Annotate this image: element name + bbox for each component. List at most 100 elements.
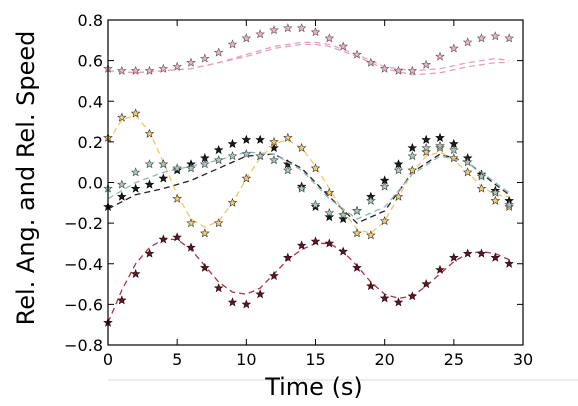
data-point	[255, 289, 265, 299]
y-tick-label: −0.4	[64, 255, 103, 274]
data-point	[310, 163, 321, 173]
data-point	[283, 132, 293, 142]
data-point	[421, 279, 431, 289]
data-point	[269, 270, 279, 281]
data-point	[269, 25, 279, 35]
data-point	[241, 173, 252, 183]
x-axis-label: Time (s)	[264, 373, 363, 401]
data-point	[476, 183, 487, 193]
y-tick-label: 0.2	[78, 133, 103, 152]
data-point	[324, 207, 335, 218]
data-point	[379, 181, 390, 191]
series-line	[107, 238, 510, 323]
data-point	[393, 191, 404, 201]
data-point	[255, 151, 265, 161]
data-point	[130, 183, 141, 193]
data-point	[117, 65, 127, 75]
data-point	[296, 183, 307, 193]
data-point	[352, 205, 362, 216]
data-point	[338, 246, 348, 256]
x-tick-label: 25	[444, 350, 464, 369]
series-3	[103, 140, 514, 220]
data-point	[324, 187, 335, 197]
data-point	[130, 65, 141, 75]
x-tick-label: 30	[513, 350, 533, 369]
series-line	[107, 114, 510, 235]
data-point	[407, 65, 418, 75]
data-point	[213, 283, 224, 293]
data-point	[241, 33, 252, 43]
data-point	[449, 153, 459, 163]
data-point	[366, 57, 376, 67]
series-line	[107, 43, 510, 76]
series-1	[103, 132, 514, 224]
data-point	[407, 165, 418, 175]
x-tick-label: 5	[172, 350, 182, 369]
series-line	[107, 153, 510, 224]
series-4	[103, 232, 514, 327]
data-point	[338, 209, 348, 220]
data-point	[490, 195, 501, 205]
y-tick-label: 0.4	[78, 92, 103, 111]
x-tick-label: 15	[305, 350, 325, 369]
data-point	[407, 291, 418, 301]
data-point	[476, 248, 487, 258]
series-line	[107, 151, 510, 220]
data-point	[200, 228, 210, 238]
data-point	[504, 199, 514, 209]
data-point	[213, 218, 224, 228]
data-point	[352, 262, 362, 272]
data-point	[476, 171, 487, 181]
data-point	[421, 134, 431, 144]
data-point	[186, 163, 196, 173]
data-point	[283, 23, 293, 33]
y-axis-label: Rel. Ang. and Rel. Speed	[12, 31, 40, 326]
data-point	[144, 159, 155, 169]
data-point	[324, 211, 335, 222]
y-axis: −0.8 −0.6 −0.4 −0.2 0.0 0.2 0.4 0.6 0.8	[64, 11, 523, 355]
data-point	[130, 268, 141, 278]
data-point	[200, 159, 210, 169]
data-point	[117, 179, 127, 189]
data-point	[379, 293, 390, 303]
y-tick-label: 0.0	[78, 174, 103, 193]
data-point	[379, 216, 390, 226]
data-point	[462, 248, 473, 258]
data-point	[462, 37, 473, 47]
data-point	[186, 218, 196, 228]
data-point	[213, 47, 224, 57]
y-tick-label: −0.8	[64, 336, 103, 355]
y-tick-label: −0.2	[64, 214, 103, 233]
data-point	[213, 144, 224, 155]
data-point	[462, 167, 473, 177]
data-point	[338, 214, 348, 224]
data-point	[130, 167, 141, 177]
data-point	[490, 187, 501, 197]
data-point	[407, 151, 418, 161]
data-point	[158, 63, 169, 73]
data-point	[310, 199, 321, 209]
data-point	[241, 149, 252, 159]
data-point	[269, 136, 279, 146]
data-point	[227, 197, 238, 207]
y-tick-label: −0.6	[64, 295, 103, 314]
data-point	[421, 59, 431, 69]
plot-area	[103, 23, 514, 327]
data-point	[227, 138, 238, 148]
data-point	[144, 248, 155, 258]
data-point	[393, 165, 404, 175]
data-point	[227, 297, 238, 307]
data-point	[393, 65, 404, 75]
data-point	[435, 132, 445, 142]
data-point	[283, 165, 293, 175]
data-point	[158, 234, 169, 244]
data-point	[227, 151, 238, 161]
data-point	[117, 112, 127, 122]
data-point	[393, 297, 404, 307]
data-point	[158, 173, 169, 183]
series-0	[103, 23, 514, 76]
data-point	[241, 299, 252, 309]
data-point	[186, 242, 196, 252]
data-point	[324, 238, 335, 248]
